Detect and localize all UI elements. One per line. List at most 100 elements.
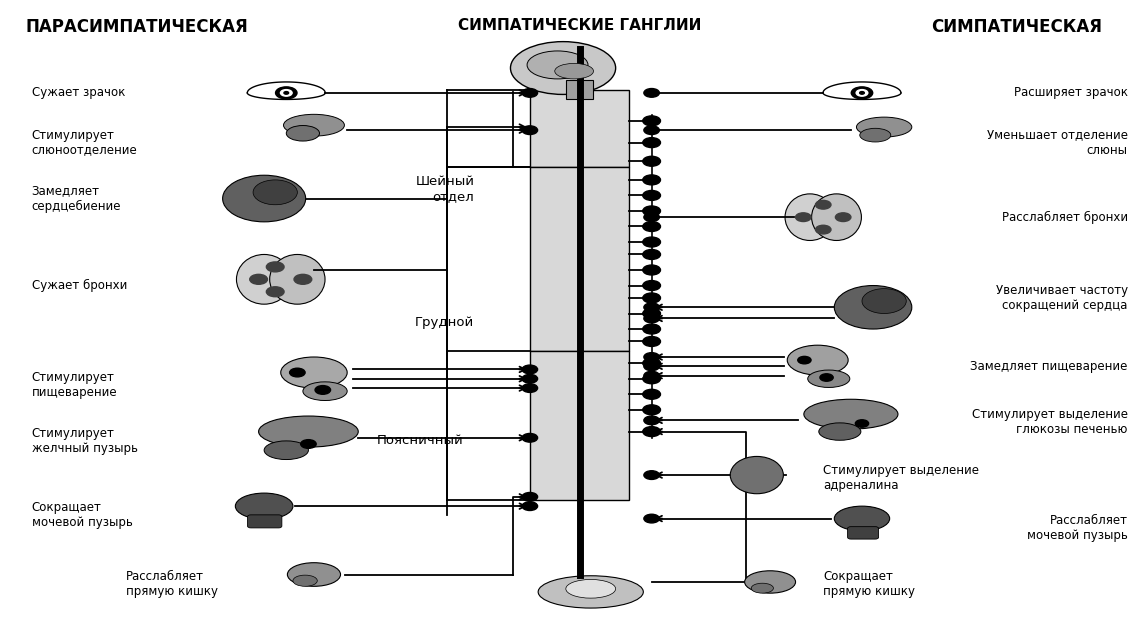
Ellipse shape	[235, 493, 293, 519]
Text: СИМПАТИЧЕСКАЯ: СИМПАТИЧЕСКАЯ	[932, 18, 1102, 36]
Circle shape	[644, 88, 659, 97]
Circle shape	[797, 356, 811, 364]
Circle shape	[643, 156, 660, 166]
Ellipse shape	[808, 370, 850, 387]
Circle shape	[643, 293, 660, 303]
Circle shape	[643, 405, 660, 415]
Circle shape	[250, 275, 267, 284]
FancyBboxPatch shape	[847, 527, 878, 539]
Circle shape	[644, 314, 659, 323]
Bar	[529, 90, 629, 167]
Circle shape	[851, 87, 872, 99]
Circle shape	[290, 368, 306, 377]
Ellipse shape	[287, 562, 341, 586]
FancyBboxPatch shape	[248, 515, 282, 528]
Ellipse shape	[223, 175, 306, 222]
Circle shape	[643, 374, 660, 384]
Text: Поясничный: Поясничный	[377, 435, 463, 448]
Circle shape	[643, 138, 660, 147]
Ellipse shape	[804, 399, 897, 429]
Circle shape	[643, 337, 660, 347]
Circle shape	[644, 126, 659, 135]
Bar	[529, 350, 629, 500]
Text: Сужает зрачок: Сужает зрачок	[32, 87, 125, 100]
Ellipse shape	[744, 571, 795, 593]
Text: Сужает бронхи: Сужает бронхи	[32, 279, 127, 292]
Ellipse shape	[286, 125, 319, 141]
Circle shape	[294, 275, 311, 284]
Ellipse shape	[554, 63, 593, 79]
Text: Расширяет зрачок: Расширяет зрачок	[1013, 87, 1128, 100]
Ellipse shape	[269, 255, 325, 304]
Circle shape	[643, 175, 660, 185]
Circle shape	[523, 88, 537, 97]
Circle shape	[523, 433, 537, 442]
Ellipse shape	[811, 194, 861, 241]
Circle shape	[643, 250, 660, 260]
Circle shape	[643, 206, 660, 216]
Text: Увеличивает частоту
сокращений сердца: Увеличивает частоту сокращений сердца	[995, 284, 1128, 312]
Circle shape	[644, 514, 659, 523]
Circle shape	[643, 265, 660, 275]
Circle shape	[643, 324, 660, 334]
Circle shape	[523, 365, 537, 374]
Circle shape	[643, 426, 660, 436]
Ellipse shape	[819, 423, 861, 440]
Circle shape	[523, 374, 537, 383]
Text: Стимулирует
слюноотделение: Стимулирует слюноотделение	[32, 129, 137, 157]
Circle shape	[315, 386, 331, 394]
Circle shape	[644, 362, 659, 371]
Text: Грудной: Грудной	[416, 317, 475, 329]
Circle shape	[835, 213, 851, 221]
Circle shape	[643, 308, 660, 319]
Ellipse shape	[566, 579, 616, 598]
Circle shape	[643, 191, 660, 201]
Circle shape	[644, 471, 659, 480]
Ellipse shape	[862, 288, 907, 314]
Circle shape	[860, 92, 864, 94]
Circle shape	[644, 352, 659, 361]
Circle shape	[523, 502, 537, 510]
Circle shape	[816, 201, 830, 209]
Ellipse shape	[265, 441, 309, 460]
Ellipse shape	[236, 255, 292, 304]
Circle shape	[644, 213, 659, 221]
Ellipse shape	[527, 51, 588, 79]
Circle shape	[644, 303, 659, 312]
Ellipse shape	[538, 576, 643, 608]
Ellipse shape	[253, 180, 298, 205]
Text: Стимулирует
пищеварение: Стимулирует пищеварение	[32, 371, 117, 399]
Circle shape	[644, 427, 659, 436]
Ellipse shape	[834, 285, 912, 329]
Text: Расслабляет бронхи: Расслабляет бронхи	[1002, 211, 1128, 224]
Ellipse shape	[860, 129, 891, 142]
Circle shape	[523, 126, 537, 135]
Ellipse shape	[303, 382, 348, 401]
Circle shape	[523, 384, 537, 393]
Circle shape	[266, 287, 284, 297]
Circle shape	[284, 92, 289, 94]
Bar	[567, 80, 593, 99]
Ellipse shape	[510, 41, 616, 95]
Circle shape	[276, 87, 296, 99]
Text: Замедляет
сердцебиение: Замедляет сердцебиение	[32, 184, 122, 213]
Circle shape	[855, 419, 869, 427]
Text: Расслабляет
мочевой пузырь: Расслабляет мочевой пузырь	[1027, 514, 1128, 542]
Text: Замедляет пищеварение: Замедляет пищеварение	[970, 360, 1128, 373]
Text: Стимулирует
желчный пузырь: Стимулирует желчный пузырь	[32, 427, 137, 455]
Circle shape	[816, 225, 830, 234]
Ellipse shape	[293, 575, 317, 586]
Circle shape	[643, 358, 660, 368]
Ellipse shape	[259, 416, 358, 447]
Ellipse shape	[834, 506, 889, 531]
Ellipse shape	[787, 345, 849, 375]
Text: ПАРАСИМПАТИЧЕСКАЯ: ПАРАСИМПАТИЧЕСКАЯ	[25, 18, 248, 36]
Circle shape	[643, 237, 660, 247]
Ellipse shape	[857, 117, 912, 137]
Circle shape	[795, 213, 811, 221]
Circle shape	[644, 371, 659, 380]
Circle shape	[266, 262, 284, 272]
Circle shape	[523, 492, 537, 501]
Text: СИМПАТИЧЕСКИЕ ГАНГЛИИ: СИМПАТИЧЕСКИЕ ГАНГЛИИ	[458, 18, 701, 33]
Bar	[529, 167, 629, 350]
